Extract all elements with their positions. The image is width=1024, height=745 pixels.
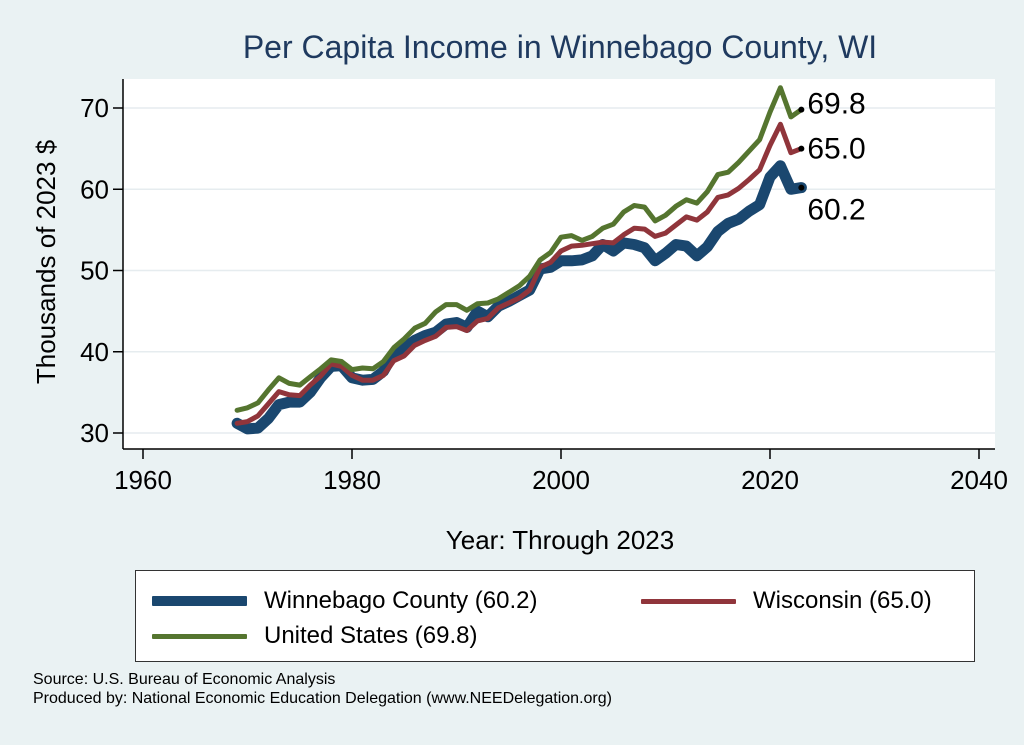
legend-swatch-wisconsin <box>641 598 736 604</box>
y-tick-label: 70 <box>80 93 109 123</box>
legend-label-wisconsin: Wisconsin (65.0) <box>753 587 932 614</box>
legend-item-wisconsin: Wisconsin (65.0) <box>641 587 932 615</box>
end-labels: 60.2 65.0 69.8 <box>798 88 866 227</box>
grid-lines <box>123 107 995 434</box>
y-tick-label: 30 <box>80 418 109 448</box>
series-layer <box>231 85 807 435</box>
y-axis-label: Thousands of 2023 $ <box>31 139 61 384</box>
legend-swatch-us <box>152 633 247 639</box>
x-tick-label: 2040 <box>950 465 1008 495</box>
chart-title: Per Capita Income in Winnebago County, W… <box>243 29 877 65</box>
series-line-us <box>234 85 804 413</box>
x-axis-label: Year: Through 2023 <box>446 525 674 555</box>
y-tick-label: 50 <box>80 256 109 286</box>
legend-swatch-winnebago <box>152 596 247 606</box>
legend-label-winnebago: Winnebago County (60.2) <box>264 587 538 614</box>
legend-item-winnebago: Winnebago County (60.2) <box>152 587 538 615</box>
end-value-label: 60.2 <box>807 194 865 227</box>
y-tick-label: 40 <box>80 337 109 367</box>
end-point-marker <box>798 145 805 152</box>
producer-note: Produced by: National Economic Education… <box>33 690 612 707</box>
x-tick-label: 1980 <box>323 465 381 495</box>
end-point-marker <box>798 184 805 191</box>
y-tick-label: 60 <box>80 174 109 204</box>
x-tick-label: 2000 <box>532 465 590 495</box>
end-point-marker <box>798 106 805 113</box>
x-tick-label: 2020 <box>741 465 799 495</box>
x-tick-label: 1960 <box>114 465 172 495</box>
legend-label-us: United States (69.8) <box>264 622 478 649</box>
axes: 30 40 50 60 70 1960 1980 2000 2020 2040 <box>80 79 1008 495</box>
source-note: Source: U.S. Bureau of Economic Analysis <box>33 671 336 688</box>
series-line-wisconsin <box>234 121 804 426</box>
legend-item-us: United States (69.8) <box>152 622 477 650</box>
end-value-label: 69.8 <box>807 88 865 121</box>
legend: Winnebago County (60.2) Wisconsin (65.0)… <box>135 570 975 662</box>
end-value-label: 65.0 <box>807 133 865 166</box>
